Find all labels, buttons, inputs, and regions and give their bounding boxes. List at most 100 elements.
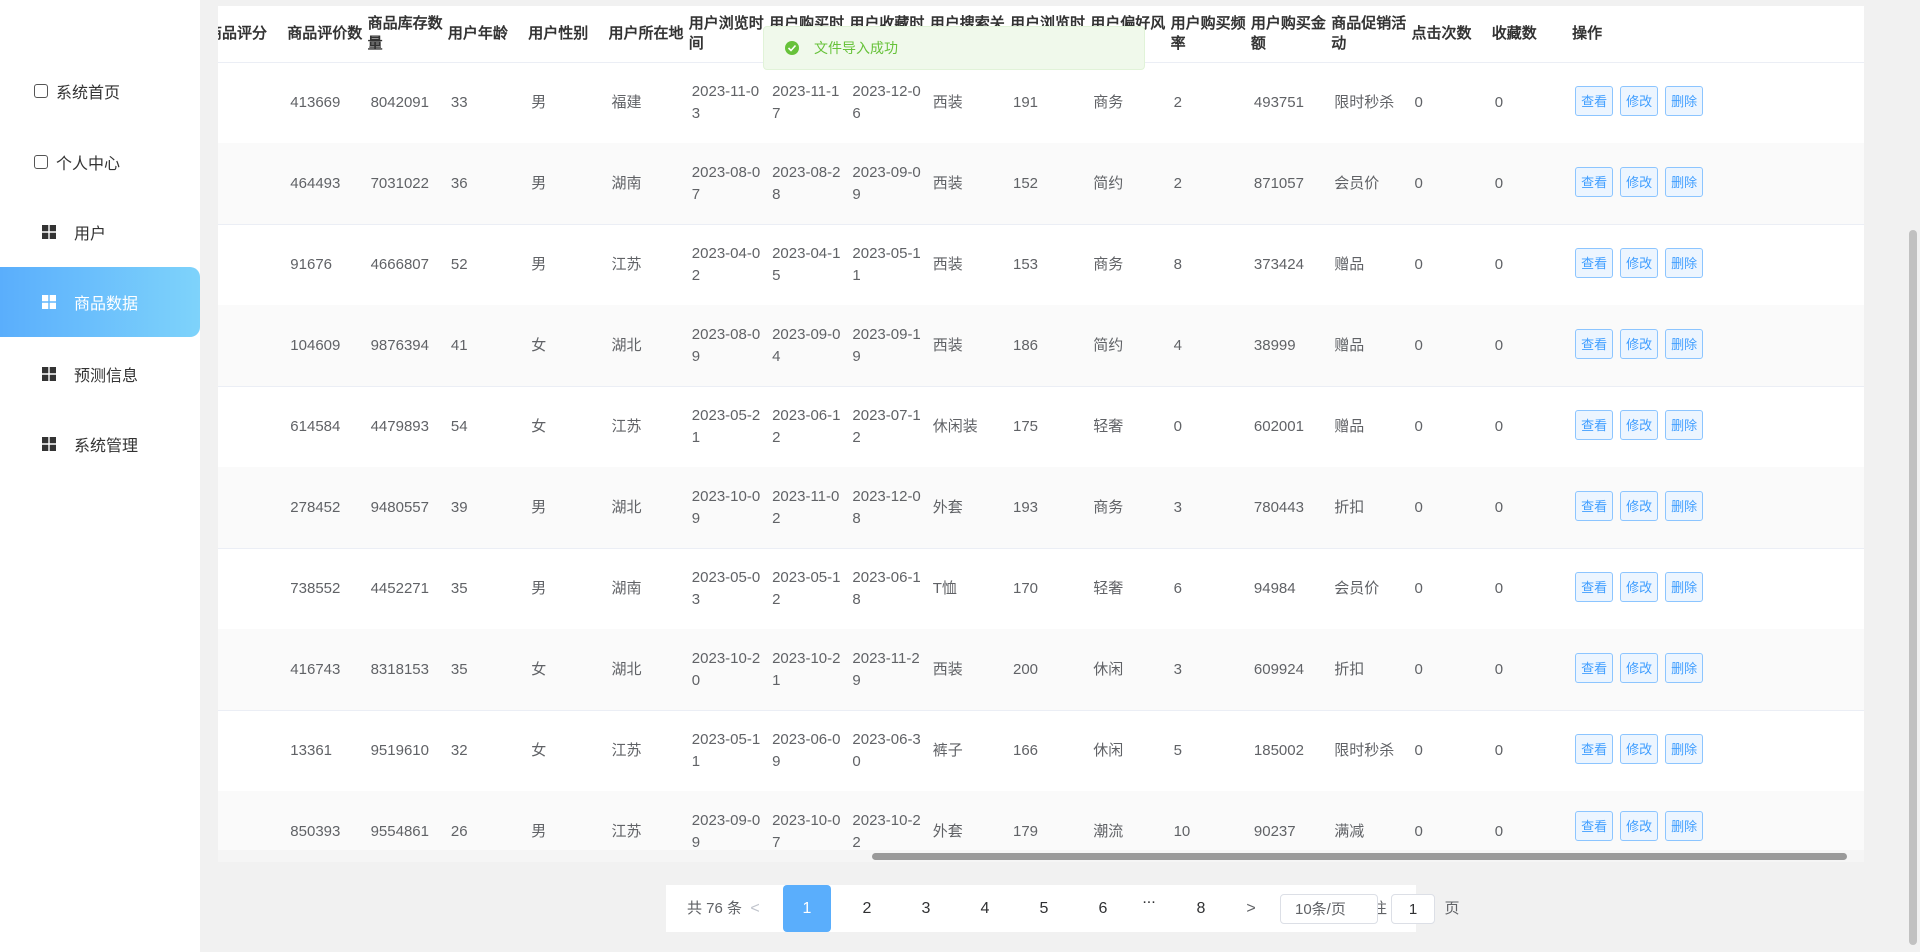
menu-item[interactable]: 商品数据 (0, 267, 200, 337)
page-button[interactable]: 5 (1039, 900, 1049, 917)
cell: 2 (1173, 93, 1182, 111)
page-button[interactable]: 1 (783, 885, 831, 932)
cell: 湖北 (611, 498, 642, 516)
action-button[interactable]: 修改 (1620, 491, 1659, 521)
page-button[interactable]: 6 (1098, 900, 1108, 917)
action-button[interactable]: 查看 (1575, 491, 1614, 521)
cell: 493751 (1253, 93, 1304, 111)
toast-text: 文件导入成功 (814, 40, 898, 56)
cell: 193 (1013, 498, 1039, 516)
action-button[interactable]: 删除 (1665, 86, 1704, 116)
action-button[interactable]: 修改 (1620, 811, 1659, 841)
page-button[interactable]: ... (1142, 890, 1156, 907)
page-unit: 页 (1444, 900, 1460, 917)
action-button[interactable]: 查看 (1575, 86, 1614, 116)
action-button[interactable]: 查看 (1575, 167, 1614, 197)
cell: 9519610 (370, 741, 429, 759)
page-button[interactable]: 4 (980, 900, 990, 917)
header-text: 用户所在地 (608, 25, 684, 42)
cell: 简约 (1093, 336, 1124, 354)
menu-item[interactable]: 个人中心 (0, 127, 200, 197)
action-button[interactable]: 修改 (1620, 329, 1659, 359)
cell: 4479893 (370, 417, 429, 435)
cell: 江苏 (611, 741, 642, 759)
action-button[interactable]: 查看 (1575, 248, 1614, 278)
scroll-thumb[interactable] (1909, 230, 1917, 945)
action-button[interactable]: 查看 (1575, 572, 1614, 602)
goto-input[interactable]: 1 (1391, 894, 1435, 924)
column-header: 用户性别 (528, 6, 610, 62)
page-button[interactable]: 3 (921, 900, 931, 917)
action-button[interactable]: 删除 (1665, 491, 1704, 521)
action-button[interactable]: 修改 (1620, 86, 1659, 116)
cell: 0 (1414, 417, 1423, 435)
action-button[interactable]: 删除 (1665, 410, 1704, 440)
cell: 2023-06-30 (852, 730, 921, 770)
cell: 3 (1173, 660, 1182, 678)
cell: 西装 (932, 660, 963, 678)
cell: 2023-10-07 (772, 811, 841, 851)
column-header: 收藏数 (1492, 6, 1574, 62)
action-button[interactable]: 查看 (1575, 811, 1614, 841)
cell: 0 (1414, 255, 1423, 273)
cell: 94984 (1253, 579, 1296, 597)
next-button[interactable]: > (1246, 900, 1256, 917)
action-button[interactable]: 修改 (1620, 410, 1659, 440)
cell: 2023-07-12 (852, 406, 921, 446)
cell: 西装 (932, 336, 963, 354)
column-header: 商品评价数 (287, 6, 369, 62)
cell: 609924 (1253, 660, 1304, 678)
header-text: 点击次数 (1411, 25, 1472, 42)
table-row: 104609 9876394 41 女 湖北 2023-08-09 2023-09-04 20… (218, 305, 1864, 387)
cell: 373424 (1253, 255, 1304, 273)
action-button[interactable]: 删除 (1665, 572, 1704, 602)
action-button[interactable]: 查看 (1575, 734, 1614, 764)
cell: 200 (1013, 660, 1039, 678)
cell: 152 (1013, 174, 1039, 192)
menu-icon (42, 225, 56, 239)
prev-button[interactable]: < (750, 900, 760, 917)
cell: 2023-06-12 (772, 406, 841, 446)
menu-item[interactable]: 系统首页 (0, 56, 200, 126)
menu-item[interactable]: 系统管理 (0, 409, 200, 479)
action-button[interactable]: 修改 (1620, 248, 1659, 278)
action-button[interactable]: 删除 (1665, 329, 1704, 359)
cell: 2023-05-12 (772, 568, 841, 608)
action-button[interactable]: 删除 (1665, 248, 1704, 278)
cell: 0 (1494, 822, 1504, 840)
header-text: 用户购买金额 (1250, 15, 1326, 52)
cell: 602001 (1253, 417, 1304, 435)
action-button[interactable]: 删除 (1665, 811, 1704, 841)
cell: 女 (531, 417, 547, 435)
column-header: 商品库存数量 (368, 6, 450, 62)
cell: 男 (531, 174, 547, 192)
action-button[interactable]: 删除 (1665, 734, 1704, 764)
menu-item[interactable]: 用户 (0, 197, 200, 267)
page-button[interactable]: 8 (1196, 900, 1206, 917)
action-button[interactable]: 删除 (1665, 653, 1704, 683)
menu-item[interactable]: 预测信息 (0, 339, 200, 409)
cell: 轻奢 (1093, 579, 1124, 597)
action-button[interactable]: 查看 (1575, 329, 1614, 359)
action-button[interactable]: 修改 (1620, 653, 1659, 683)
action-button[interactable]: 查看 (1575, 410, 1614, 440)
cell: 2023-11-03 (691, 82, 760, 122)
cell: 0 (1494, 174, 1504, 192)
action-button[interactable]: 修改 (1620, 572, 1659, 602)
cell: 福建 (611, 93, 642, 111)
cell: 会员价 (1334, 174, 1380, 192)
header-text: 商品评价数 (287, 25, 363, 42)
cell: 2 (1173, 174, 1182, 192)
action-button[interactable]: 删除 (1665, 167, 1704, 197)
cell: 35 (450, 660, 468, 678)
page-size-select[interactable]: 10条/页 (1280, 894, 1378, 924)
action-button[interactable]: 修改 (1620, 734, 1659, 764)
menu-text: 系统管理 (74, 438, 139, 455)
action-button[interactable]: 查看 (1575, 653, 1614, 683)
page-button[interactable]: 2 (862, 900, 872, 917)
scroll-thumb[interactable] (872, 853, 1847, 860)
cell: 738552 (290, 579, 341, 597)
action-button[interactable]: 修改 (1620, 167, 1659, 197)
cell: 湖南 (611, 579, 642, 597)
